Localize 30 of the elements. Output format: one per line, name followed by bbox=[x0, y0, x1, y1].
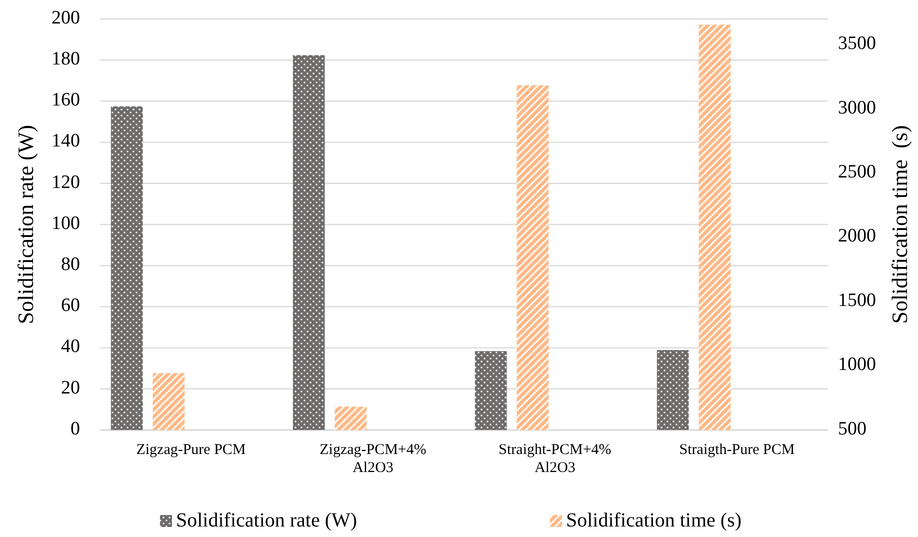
y2-tick-label: 3000 bbox=[838, 97, 876, 118]
x-tick-label: Straigth-Pure PCM bbox=[679, 442, 795, 458]
legend-label: Solidification rate (W) bbox=[176, 510, 358, 532]
x-tick-label: Zigzag-PCM+4% Al2O3 bbox=[320, 442, 426, 476]
x-tick-label: Zigzag-Pure PCM bbox=[136, 442, 246, 458]
legend-label: Solidification time (s) bbox=[566, 510, 742, 532]
y-tick-label: 80 bbox=[61, 254, 80, 275]
y-tick-label: 20 bbox=[61, 377, 80, 398]
y-tick-label: 140 bbox=[52, 130, 80, 152]
y2-tick-label: 2000 bbox=[838, 226, 876, 247]
bar bbox=[656, 350, 689, 430]
y-tick-label: 200 bbox=[52, 7, 80, 28]
bar bbox=[292, 55, 325, 430]
bar bbox=[474, 351, 507, 430]
y-axis-title: Solidification rate (W) bbox=[13, 124, 38, 324]
y2-tick-label: 500 bbox=[838, 418, 866, 440]
y2-tick-label: 1500 bbox=[838, 290, 876, 311]
y-tick-label: 40 bbox=[61, 336, 80, 358]
bar bbox=[110, 106, 143, 430]
x-tick-label: Straight-PCM+4% Al2O3 bbox=[498, 442, 612, 476]
y-tick-label: 0 bbox=[70, 418, 80, 440]
y2-tick-label: 1000 bbox=[838, 354, 876, 376]
y2-tick-label: 2500 bbox=[838, 161, 876, 182]
y-tick-label: 100 bbox=[52, 212, 80, 234]
y2-axis-title: Solidification time (s) bbox=[887, 125, 912, 324]
y-tick-label: 120 bbox=[52, 172, 80, 193]
y-tick-label: 160 bbox=[52, 90, 80, 111]
y2-tick-label: 3500 bbox=[838, 33, 876, 54]
y-tick-label: 60 bbox=[61, 295, 80, 316]
y-tick-label: 180 bbox=[52, 48, 80, 70]
